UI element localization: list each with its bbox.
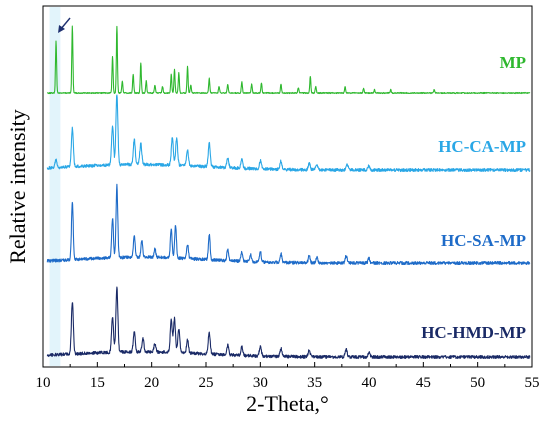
x-tick-label-55: 55 bbox=[525, 375, 540, 391]
x-tick-label-30: 30 bbox=[253, 375, 268, 391]
arrow-marker bbox=[58, 17, 71, 33]
x-tick-label-35: 35 bbox=[307, 375, 322, 391]
arrow-head bbox=[58, 25, 66, 33]
series-label-HC-SA-MP: HC-SA-MP bbox=[441, 231, 526, 250]
series-label-MP: MP bbox=[500, 53, 526, 72]
highlight-band bbox=[49, 7, 61, 366]
series-line-HC-CA-MP bbox=[46, 94, 531, 173]
x-tick-label-10: 10 bbox=[36, 375, 51, 391]
x-tick-label-40: 40 bbox=[362, 375, 377, 391]
series-traces bbox=[46, 25, 531, 360]
y-axis-title: Relative intensity bbox=[5, 109, 30, 264]
series-line-MP bbox=[46, 25, 531, 95]
x-axis-ticks: 10 15 20 25 30 35 40 45 50 55 bbox=[36, 362, 540, 391]
x-tick-label-45: 45 bbox=[416, 375, 431, 391]
series-line-HC-HMD-MP bbox=[46, 286, 531, 360]
x-axis-title: 2-Theta,° bbox=[246, 391, 329, 416]
x-tick-label-20: 20 bbox=[144, 375, 159, 391]
series-label-HC-CA-MP: HC-CA-MP bbox=[438, 137, 526, 156]
x-tick-label-50: 50 bbox=[470, 375, 485, 391]
x-tick-label-15: 15 bbox=[90, 375, 105, 391]
series-label-HC-HMD-MP: HC-HMD-MP bbox=[421, 323, 526, 342]
series-line-HC-SA-MP bbox=[46, 183, 531, 266]
series-labels: MP HC-CA-MP HC-SA-MP HC-HMD-MP bbox=[421, 53, 526, 342]
x-tick-label-25: 25 bbox=[199, 375, 214, 391]
